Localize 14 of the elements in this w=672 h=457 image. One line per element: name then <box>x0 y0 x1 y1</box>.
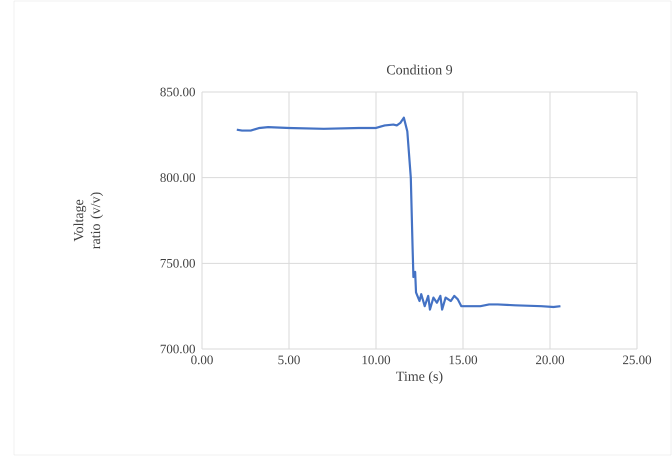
y-axis-title: Voltage ratio (v/v) <box>73 192 104 249</box>
y-tick-label: 750.00 <box>160 258 195 268</box>
line-series <box>236 116 562 311</box>
y-tick-label: 700.00 <box>160 344 195 354</box>
x-tick-label: 15.00 <box>450 356 478 364</box>
x-tick-label: 5.00 <box>278 356 300 364</box>
y-tick-label: 800.00 <box>160 173 195 182</box>
x-tick-label: 10.00 <box>362 356 390 364</box>
y-tick-label: 850.00 <box>160 88 195 96</box>
x-axis-title: Time (s) <box>396 371 442 384</box>
x-tick-label: 25.00 <box>622 356 652 364</box>
chart-title: Condition 9 <box>386 64 452 75</box>
x-tick-label: 0.00 <box>191 356 213 364</box>
x-tick-label: 20.00 <box>536 356 564 364</box>
